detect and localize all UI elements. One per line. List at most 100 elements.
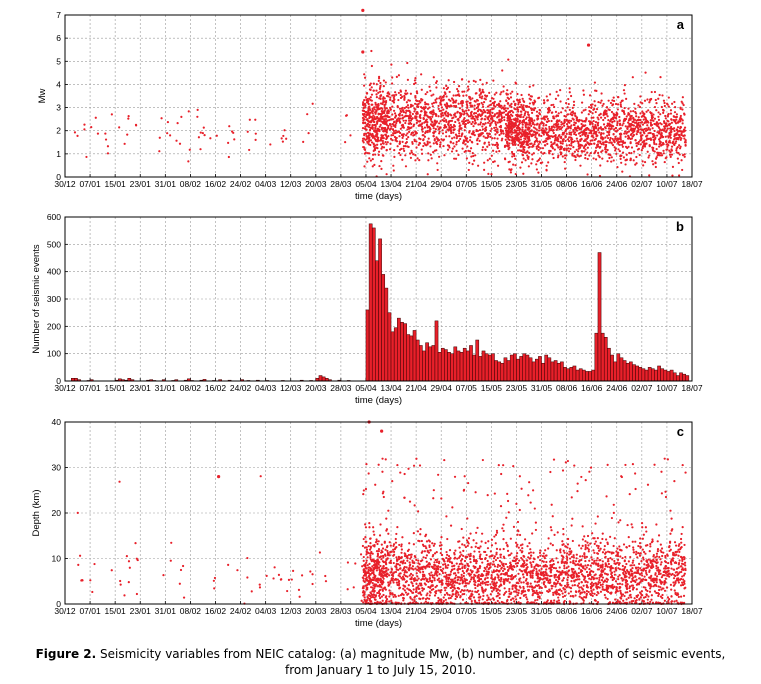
point: [385, 149, 388, 152]
point: [678, 136, 682, 139]
point: [365, 578, 369, 581]
point: [392, 132, 395, 135]
point: [374, 101, 377, 104]
point: [407, 569, 411, 572]
point: [540, 120, 543, 124]
point: [503, 104, 506, 107]
point: [401, 109, 405, 112]
point: [368, 139, 371, 142]
point: [635, 133, 638, 136]
point: [463, 544, 466, 547]
point: [395, 581, 398, 584]
point: [604, 140, 607, 144]
point: [489, 129, 492, 132]
point: [609, 101, 613, 105]
point: [606, 160, 609, 163]
point: [455, 143, 458, 146]
point: [413, 579, 416, 582]
point: [552, 131, 555, 135]
point: [394, 138, 397, 141]
point: [521, 97, 524, 100]
point: [542, 131, 545, 135]
point: [463, 110, 466, 113]
point: [324, 574, 327, 578]
point: [416, 103, 419, 106]
point: [372, 145, 376, 148]
point: [462, 142, 465, 145]
point: [375, 93, 378, 96]
x-tick-label: 18/07: [681, 179, 703, 189]
point: [607, 153, 610, 156]
point: [654, 161, 657, 164]
point: [445, 95, 448, 98]
point: [616, 129, 619, 132]
point: [491, 149, 495, 152]
bar: [638, 367, 643, 382]
point: [623, 92, 626, 95]
point: [454, 157, 458, 160]
point: [454, 549, 457, 552]
point: [506, 119, 509, 122]
x-tick-label: 31/01: [155, 606, 177, 616]
point: [407, 125, 410, 129]
point: [616, 108, 619, 111]
point: [302, 140, 305, 143]
x-tick-label: 24/06: [606, 606, 628, 616]
point: [381, 550, 384, 554]
x-tick-label: 23/01: [130, 383, 152, 393]
point: [469, 101, 472, 105]
point: [382, 146, 386, 149]
point: [415, 121, 418, 124]
point: [587, 113, 590, 116]
bar: [444, 349, 448, 382]
bar: [572, 365, 577, 382]
point: [594, 110, 597, 114]
point: [385, 528, 389, 531]
point: [663, 101, 666, 105]
point: [402, 119, 405, 122]
point: [509, 171, 513, 174]
point: [555, 115, 558, 118]
point: [443, 586, 446, 589]
point: [440, 97, 443, 100]
point: [418, 587, 421, 590]
point: [378, 588, 382, 592]
point: [365, 132, 368, 135]
point: [487, 115, 490, 118]
point: [369, 120, 372, 123]
point: [393, 95, 396, 98]
point: [599, 164, 602, 167]
point: [461, 100, 464, 103]
point: [371, 118, 374, 121]
point: [667, 135, 670, 138]
point: [637, 121, 640, 124]
point: [535, 123, 538, 126]
point: [475, 92, 478, 95]
point: [378, 130, 381, 133]
point: [501, 137, 504, 140]
point: [574, 133, 578, 136]
point: [434, 564, 437, 567]
point: [367, 544, 370, 548]
bar: [556, 362, 561, 382]
point: [620, 161, 623, 164]
point: [454, 574, 458, 577]
point: [421, 589, 424, 592]
point: [396, 578, 399, 581]
point: [425, 123, 429, 126]
bar: [431, 345, 436, 382]
point: [462, 94, 465, 97]
point: [434, 127, 437, 131]
point: [622, 141, 625, 145]
point: [594, 132, 597, 135]
point: [597, 151, 600, 155]
point: [569, 133, 573, 136]
point: [106, 152, 110, 155]
point: [517, 133, 521, 136]
bar: [519, 356, 523, 382]
point: [651, 148, 654, 151]
point: [486, 105, 490, 108]
point: [637, 118, 641, 122]
point: [496, 137, 499, 140]
point: [407, 145, 410, 149]
